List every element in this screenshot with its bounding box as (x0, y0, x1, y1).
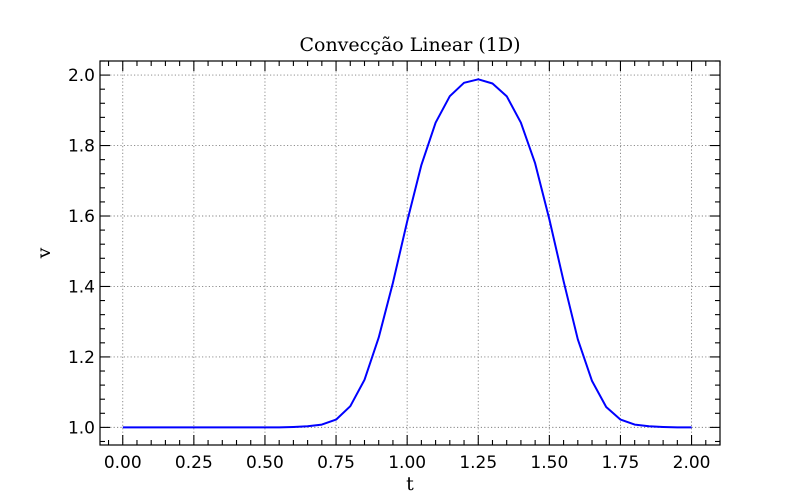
ticks (100, 60, 721, 445)
x-tick-label: 1.00 (388, 453, 426, 473)
y-tick-label: 1.4 (68, 277, 95, 297)
x-tick-label: 1.75 (602, 453, 640, 473)
plot-frame (99, 60, 721, 446)
x-tick-label: 0.75 (317, 453, 355, 473)
x-axis-label: t (406, 473, 414, 495)
grid (100, 61, 720, 445)
y-tick-label: 1.6 (68, 207, 95, 227)
x-tick-label: 1.50 (530, 453, 568, 473)
y-axis-label: v (33, 247, 55, 259)
x-tick-label: 0.50 (246, 453, 284, 473)
series-layer (122, 78, 692, 429)
tick-labels: 0.00 0.25 0.50 0.75 1.00 1.25 1.50 1.75 2.00 1.0 1… (68, 66, 711, 473)
y-tick-label: 1.0 (68, 418, 95, 438)
x-tick-label: 0.25 (175, 453, 213, 473)
y-tick-label: 2.0 (68, 66, 95, 86)
y-tick-label: 1.8 (68, 137, 95, 157)
y-tick-label: 1.2 (68, 348, 95, 368)
x-tick-label: 2.00 (673, 453, 711, 473)
x-tick-label: 1.25 (459, 453, 497, 473)
x-tick-label: 0.00 (104, 453, 142, 473)
chart-title: Convecção Linear (1D) (299, 34, 520, 56)
series-line (122, 78, 692, 429)
